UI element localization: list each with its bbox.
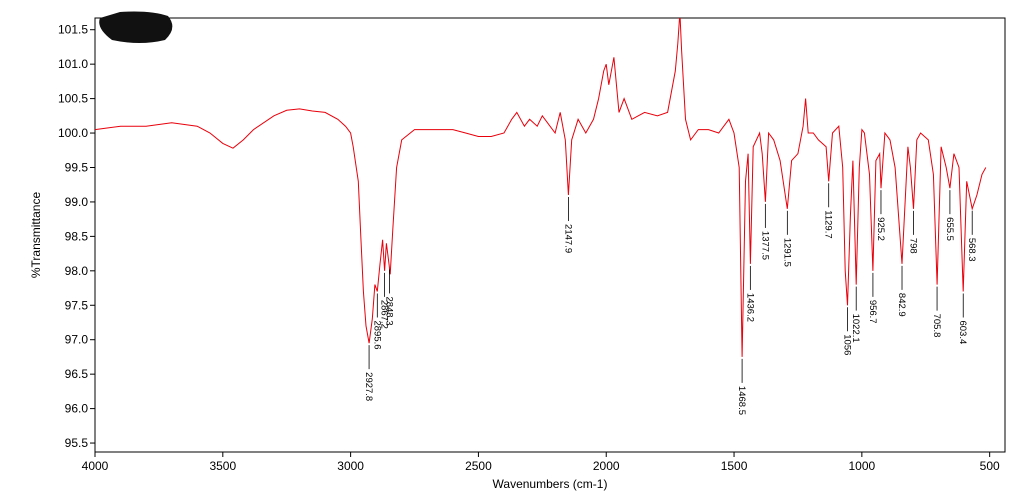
y-tick-label: 96.5	[65, 367, 89, 381]
y-tick-label: 99.5	[65, 160, 89, 174]
peak-label: 1056	[842, 334, 853, 355]
peak-label: 798	[907, 238, 918, 254]
x-tick-label: 2000	[593, 459, 620, 473]
y-tick-label: 100.5	[58, 92, 88, 106]
x-tick-label: 3500	[209, 459, 236, 473]
y-tick-label: 97.5	[65, 298, 89, 312]
x-tick-label: 4000	[82, 459, 109, 473]
y-tick-label: 100.0	[58, 126, 88, 140]
peak-label: 2895.6	[371, 320, 382, 349]
peak-label: 1022.1	[850, 314, 861, 343]
x-tick-label: 3000	[337, 459, 364, 473]
x-tick-label: 500	[980, 459, 1000, 473]
x-axis-label: Wavenumbers (cm-1)	[493, 477, 608, 491]
y-tick-label: 101.0	[58, 57, 88, 71]
y-tick-label: 99.0	[65, 195, 89, 209]
peak-label: 842.9	[896, 293, 907, 317]
peak-label: 925.2	[875, 217, 886, 241]
peak-label: 1436.2	[744, 293, 755, 322]
peak-label: 2927.8	[363, 372, 374, 401]
x-tick-label: 2500	[465, 459, 492, 473]
x-tick-label: 1000	[849, 459, 876, 473]
y-tick-label: 97.0	[65, 333, 89, 347]
y-tick-label: 98.0	[65, 264, 89, 278]
peak-label: 1129.7	[823, 210, 834, 238]
peak-label: 1291.5	[781, 238, 792, 267]
peak-label: 2147.9	[562, 224, 573, 253]
y-tick-label: 95.5	[65, 436, 89, 450]
plot-frame	[94, 17, 1006, 453]
y-tick-label: 101.5	[58, 23, 88, 37]
peak-label: 1377.5	[759, 231, 770, 260]
y-tick-label: 96.0	[65, 402, 89, 416]
peak-label: 2867.2	[379, 300, 390, 329]
peak-label: 568.3	[966, 238, 977, 262]
peak-label: 705.8	[931, 314, 942, 338]
peak-label: 956.7	[867, 300, 878, 324]
redaction	[99, 11, 173, 43]
y-axis-label: %Transmittance	[29, 192, 43, 279]
peak-label: 655.5	[944, 217, 955, 241]
peak-label: 2848.3	[383, 296, 394, 325]
peak-label: 603.4	[957, 320, 968, 344]
x-tick-label: 1500	[721, 459, 748, 473]
peak-label: 1468.5	[736, 386, 747, 415]
spectrum-line	[95, 18, 987, 357]
y-tick-label: 98.5	[65, 229, 89, 243]
